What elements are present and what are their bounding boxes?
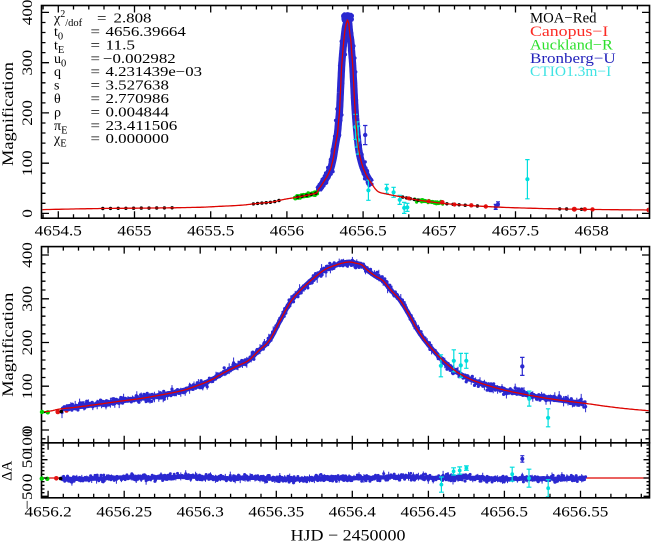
svg-text:4655.5: 4655.5 — [187, 223, 234, 239]
svg-text:Bronberg−U: Bronberg−U — [530, 51, 616, 67]
svg-text:4656.5: 4656.5 — [340, 223, 387, 239]
svg-text:100: 100 — [20, 428, 36, 454]
svg-text:HJD − 2450000: HJD − 2450000 — [291, 526, 406, 545]
svg-text:2.770986: 2.770986 — [106, 92, 169, 107]
svg-text:400: 400 — [20, 0, 36, 25]
svg-text:200: 200 — [20, 100, 36, 126]
svg-text:0.004844: 0.004844 — [106, 105, 169, 120]
svg-text:4656.5: 4656.5 — [481, 505, 528, 521]
svg-text:Magnification: Magnification — [0, 292, 17, 396]
svg-text:4656.2: 4656.2 — [25, 505, 72, 521]
svg-text:−0.002982: −0.002982 — [103, 52, 176, 67]
svg-text:4657.5: 4657.5 — [492, 223, 539, 239]
svg-text:=: = — [91, 132, 101, 147]
svg-text:=: = — [91, 79, 101, 94]
svg-text:4656.39664: 4656.39664 — [106, 25, 186, 40]
svg-text:=: = — [91, 92, 101, 107]
svg-text:23.411506: 23.411506 — [106, 119, 178, 134]
svg-text:4656.3: 4656.3 — [177, 505, 224, 521]
svg-text:200: 200 — [20, 330, 36, 356]
svg-text:4656.35: 4656.35 — [248, 505, 304, 521]
svg-text:0: 0 — [20, 209, 36, 218]
svg-text:tE: tE — [54, 38, 64, 56]
svg-text:=: = — [91, 65, 101, 80]
svg-text:4657: 4657 — [422, 223, 456, 239]
svg-text:4.231439e−03: 4.231439e−03 — [106, 65, 203, 80]
svg-text:50: 50 — [20, 451, 36, 468]
svg-text:=: = — [91, 119, 101, 134]
svg-text:0.000000: 0.000000 — [106, 132, 169, 147]
svg-text:4658: 4658 — [575, 223, 609, 239]
svg-text:MOA−Red: MOA−Red — [530, 11, 597, 27]
svg-text:t0: t0 — [54, 25, 63, 43]
svg-text:300: 300 — [20, 50, 36, 76]
svg-text:0: 0 — [20, 426, 36, 435]
svg-text:4656.55: 4656.55 — [553, 505, 609, 521]
svg-text:4656.4: 4656.4 — [329, 505, 377, 521]
svg-text:400: 400 — [20, 242, 36, 268]
svg-text:ρ: ρ — [54, 105, 61, 120]
svg-text:ΔA: ΔA — [0, 460, 16, 480]
svg-text:=: = — [97, 12, 107, 27]
svg-text:Canopus−I: Canopus−I — [530, 24, 608, 40]
svg-text:300: 300 — [20, 286, 36, 312]
svg-text:4656.25: 4656.25 — [96, 505, 152, 521]
svg-text:θ: θ — [54, 92, 61, 107]
svg-text:−50: −50 — [20, 483, 36, 510]
svg-text:100: 100 — [20, 373, 36, 399]
svg-text:=: = — [91, 25, 101, 40]
svg-text:4656.45: 4656.45 — [401, 505, 457, 521]
svg-text:2.808: 2.808 — [114, 12, 152, 27]
svg-text:=: = — [91, 105, 101, 120]
svg-text:=: = — [91, 52, 101, 67]
svg-text:3.527638: 3.527638 — [106, 79, 169, 94]
svg-text:s: s — [54, 79, 59, 94]
svg-text:CTIO1.3m−I: CTIO1.3m−I — [530, 64, 611, 80]
svg-text:0: 0 — [20, 474, 36, 483]
svg-text:11.5: 11.5 — [106, 38, 136, 53]
svg-text:q: q — [54, 65, 61, 80]
svg-text:Magnification: Magnification — [0, 62, 17, 166]
svg-text:Auckland−R: Auckland−R — [530, 37, 613, 53]
svg-text:4656: 4656 — [270, 223, 304, 239]
svg-text:100: 100 — [20, 150, 36, 176]
svg-text:4654.5: 4654.5 — [35, 223, 82, 239]
svg-text:4655: 4655 — [117, 223, 151, 239]
svg-text:=: = — [91, 38, 101, 53]
